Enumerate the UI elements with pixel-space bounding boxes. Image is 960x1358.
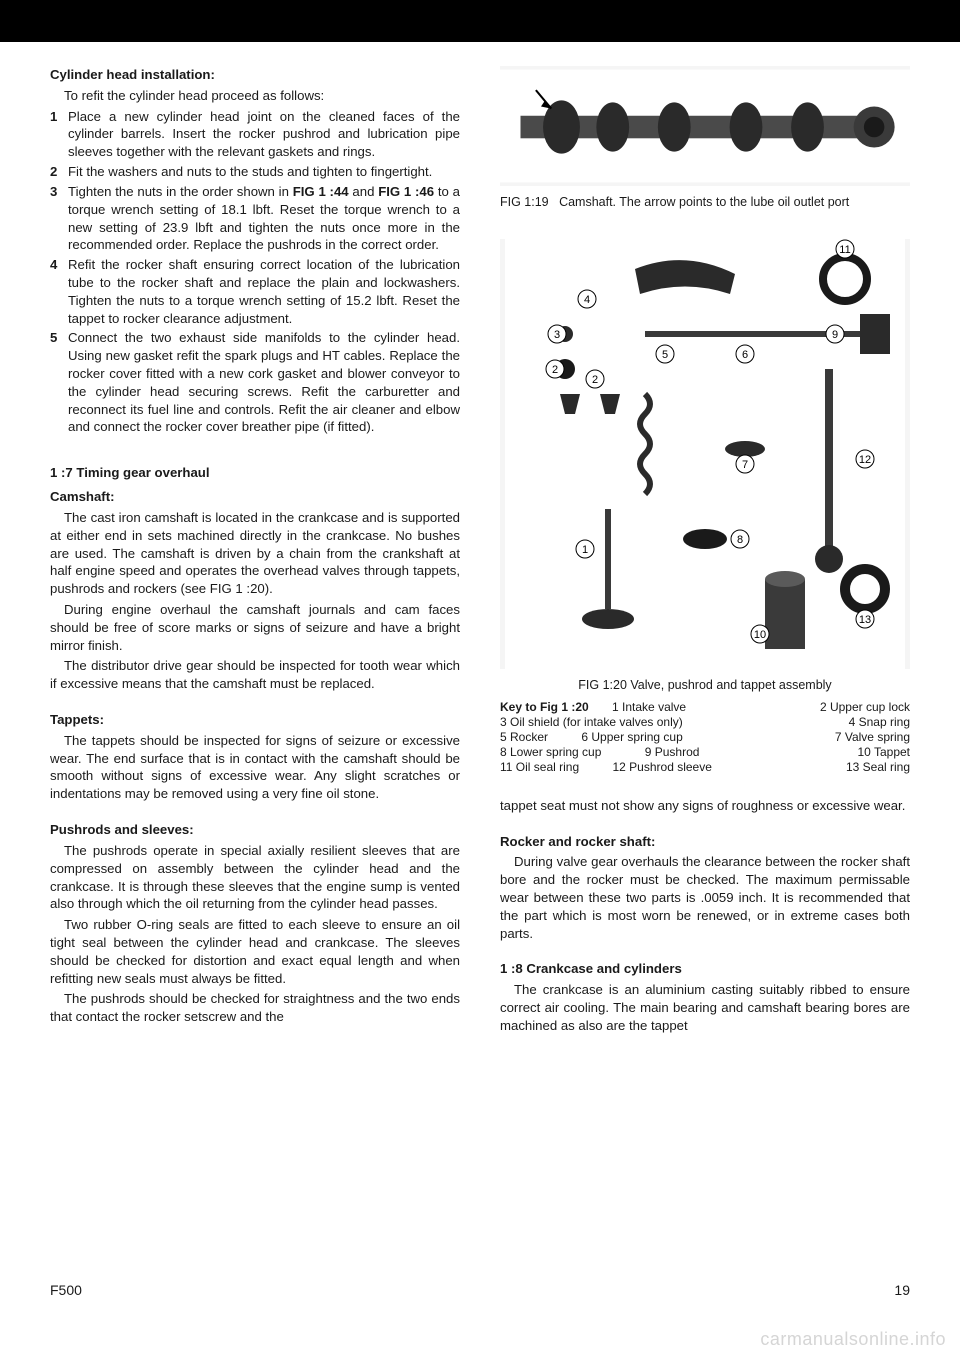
fig1-caption: FIG 1:19 Camshaft. The arrow points to t… <box>500 194 910 211</box>
camshaft-illustration <box>500 66 910 186</box>
left-column: Cylinder head installation: To refit the… <box>50 66 460 1038</box>
heading-pushrods: Pushrods and sleeves: <box>50 821 460 839</box>
cont-p1: tappet seat must not show any signs of r… <box>500 797 910 815</box>
svg-text:9: 9 <box>832 329 838 341</box>
heading-cylinder-head: Cylinder head installation: <box>50 66 460 84</box>
heading-camshaft: Camshaft: <box>50 488 460 506</box>
step-num: 3 <box>50 183 68 254</box>
step-body: Connect the two exhaust side manifolds t… <box>68 329 460 436</box>
step-body: Place a new cylinder head joint on the c… <box>68 108 460 161</box>
figure-key: Key to Fig 1 :20 1 Intake valve 2 Upper … <box>500 700 910 775</box>
svg-text:13: 13 <box>859 614 871 626</box>
heading-timing-gear: 1 :7 Timing gear overhaul <box>50 464 460 482</box>
step-body: Tighten the nuts in the order shown in F… <box>68 183 460 254</box>
svg-text:10: 10 <box>754 629 766 641</box>
heading-crankcase: 1 :8 Crankcase and cylinders <box>500 960 910 978</box>
footer-left: F500 <box>50 1282 82 1298</box>
step-5: 5 Connect the two exhaust side manifolds… <box>50 329 460 436</box>
step-body: Fit the washers and nuts to the studs an… <box>68 163 460 181</box>
camshaft-p2: During engine overhaul the camshaft jour… <box>50 601 460 654</box>
crankcase-p1: The crankcase is an aluminium casting su… <box>500 981 910 1034</box>
svg-text:4: 4 <box>584 294 590 306</box>
step-1: 1 Place a new cylinder head joint on the… <box>50 108 460 161</box>
svg-text:2: 2 <box>592 374 598 386</box>
tappets-p1: The tappets should be inspected for sign… <box>50 732 460 803</box>
rocker-p1: During valve gear overhauls the clearanc… <box>500 853 910 942</box>
svg-text:3: 3 <box>554 329 560 341</box>
figure-camshaft <box>500 66 910 186</box>
svg-text:11: 11 <box>839 244 850 256</box>
page-content: Cylinder head installation: To refit the… <box>0 42 960 1038</box>
intro-line: To refit the cylinder head proceed as fo… <box>50 87 460 105</box>
footer-right: 19 <box>894 1282 910 1298</box>
svg-text:7: 7 <box>742 459 748 471</box>
figure-valve-assembly: 4 3 2 2 5 6 9 11 7 12 1 8 10 13 <box>500 239 910 669</box>
heading-tappets: Tappets: <box>50 711 460 729</box>
heading-rocker: Rocker and rocker shaft: <box>500 833 910 851</box>
svg-text:12: 12 <box>859 454 871 466</box>
pushrods-p3: The pushrods should be checked for strai… <box>50 990 460 1026</box>
step-2: 2 Fit the washers and nuts to the studs … <box>50 163 460 181</box>
svg-text:6: 6 <box>742 349 748 361</box>
page-footer: F500 19 <box>50 1282 910 1298</box>
step-4: 4 Refit the rocker shaft ensuring correc… <box>50 256 460 327</box>
step-num: 1 <box>50 108 68 161</box>
fig2-caption: FIG 1:20 Valve, pushrod and tappet assem… <box>500 677 910 694</box>
step-num: 4 <box>50 256 68 327</box>
svg-text:5: 5 <box>662 349 668 361</box>
svg-text:2: 2 <box>552 364 558 376</box>
step-num: 2 <box>50 163 68 181</box>
step-body: Refit the rocker shaft ensuring correct … <box>68 256 460 327</box>
pushrods-p1: The pushrods operate in special axially … <box>50 842 460 913</box>
pushrods-p2: Two rubber O-ring seals are fitted to ea… <box>50 916 460 987</box>
watermark: carmanualsonline.info <box>760 1329 946 1350</box>
svg-text:8: 8 <box>737 534 743 546</box>
camshaft-p1: The cast iron camshaft is located in the… <box>50 509 460 598</box>
svg-text:1: 1 <box>582 544 588 556</box>
step-num: 5 <box>50 329 68 436</box>
step-3: 3 Tighten the nuts in the order shown in… <box>50 183 460 254</box>
camshaft-p3: The distributor drive gear should be ins… <box>50 657 460 693</box>
top-black-bar <box>0 0 960 42</box>
right-column: FIG 1:19 Camshaft. The arrow points to t… <box>500 66 910 1038</box>
valve-assembly-illustration: 4 3 2 2 5 6 9 11 7 12 1 8 10 13 <box>500 239 910 669</box>
